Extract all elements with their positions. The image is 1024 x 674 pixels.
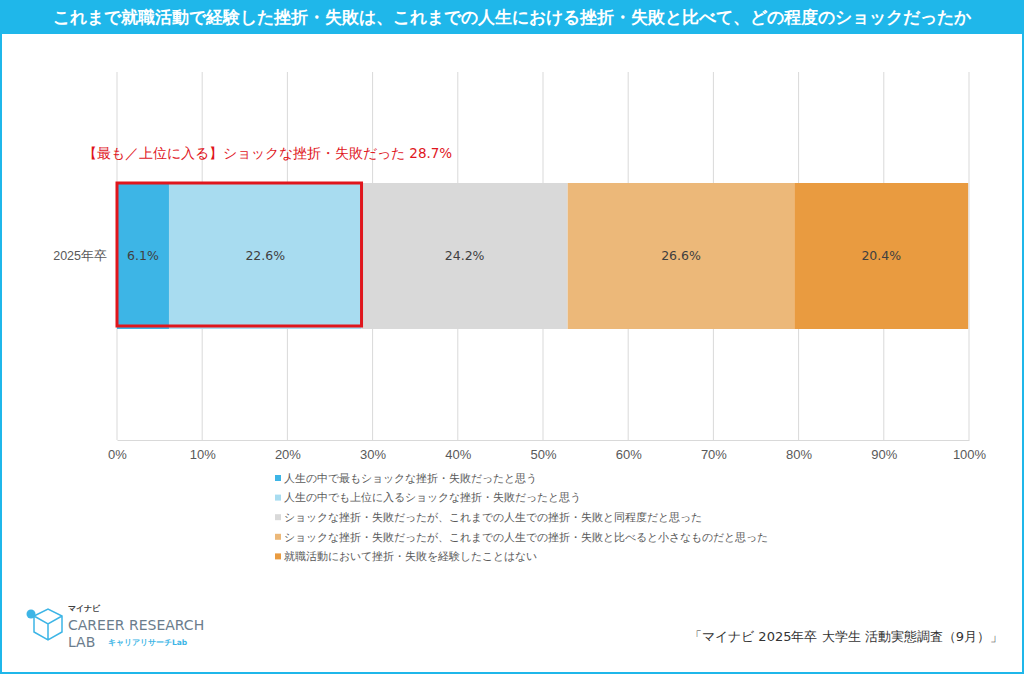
data-label: 24.2% [445,248,485,263]
frame [1,1,1023,673]
legend: 人生の中で最もショックな挫折・失敗だったと思う人生の中でも上位に入るショックな挫… [275,472,768,563]
y-tick-label: 2025年卒 [53,249,107,263]
annotation-box [117,183,362,326]
legend-swatch [275,514,281,520]
logo-dot [27,610,36,619]
bar-segment [794,183,968,329]
x-tick: 100% [953,440,987,462]
annotation-text: 【最も／上位に入る】ショックな挫折・失敗だった 28.7% [83,145,452,161]
bar-segment [117,183,169,329]
legend-swatch [275,553,281,559]
bars [117,183,968,329]
x-tick-label: 60% [616,447,642,462]
grid [117,72,969,440]
bar-segment [169,183,362,329]
y-axis: 2025年卒 [53,249,117,263]
legend-label: 人生の中で最もショックな挫折・失敗だったと思う [284,472,537,485]
legend-swatch [275,495,281,501]
data-label: 6.1% [127,248,159,263]
legend-label: 就職活動において挫折・失敗を経験したことはない [284,550,537,563]
logo-brand: マイナビ [68,604,101,613]
title-banner [0,0,1024,34]
chart: これまで就職活動で経験した挫折・失敗は、これまでの人生における挫折・失敗と比べて… [0,0,1024,674]
x-tick: 40% [445,440,471,462]
data-label: 26.6% [661,248,701,263]
x-axis-line [118,440,970,441]
x-tick: 60% [616,440,642,462]
logo: マイナビ CAREER RESEARCHLAB キャリアリサーチLab [27,604,205,650]
legend-swatch [275,475,281,481]
x-tick: 90% [871,440,897,462]
x-tick: 0% [108,440,127,462]
logo-kana: キャリアリサーチLab [108,638,188,647]
legend-label: 人生の中でも上位に入るショックな挫折・失敗だったと思う [284,491,581,504]
x-tick-label: 30% [360,447,386,462]
logo-name: CAREER RESEARCH [68,617,204,633]
x-tick: 10% [190,440,216,462]
x-tick: 70% [701,440,727,462]
data-label: 20.4% [861,248,901,263]
legend-label: ショックな挫折・失敗だったが、これまでの人生での挫折・失敗と同程度だと思った [284,511,702,524]
x-tick-label: 100% [953,447,987,462]
x-tick: 50% [530,440,556,462]
x-tick: 20% [275,440,301,462]
legend-label: ショックな挫折・失敗だったが、これまでの人生での挫折・失敗と比べると小さなものだ… [284,531,768,544]
data-label: 22.6% [245,248,285,263]
x-tick-label: 0% [108,447,127,462]
legend-swatch [275,534,281,540]
x-axis: 0% 10% 20% 30% 40% 50% 60% 70% 80% 90% 100% [108,440,986,462]
bar-segment [362,183,568,329]
bar-segment [568,183,795,329]
source: 「マイナビ 2025年卒 大学生 活動実態調査（9月）」 [689,629,1003,644]
x-tick-label: 20% [275,447,301,462]
data-labels: 6.1% 22.6% 24.2% 26.6% 20.4% [127,248,901,263]
logo-sub: LAB [68,634,95,650]
x-tick-label: 90% [871,447,897,462]
title: これまで就職活動で経験した挫折・失敗は、これまでの人生における挫折・失敗と比べて… [53,8,972,27]
x-tick-label: 50% [530,447,556,462]
x-tick-label: 40% [445,447,471,462]
y-tick: 2025年卒 [53,249,117,263]
grid-line [969,72,970,440]
x-tick-label: 70% [701,447,727,462]
x-tick-label: 10% [190,447,216,462]
x-tick: 80% [786,440,812,462]
logo-icon [34,609,62,640]
x-tick-label: 80% [786,447,812,462]
x-tick: 30% [360,440,386,462]
